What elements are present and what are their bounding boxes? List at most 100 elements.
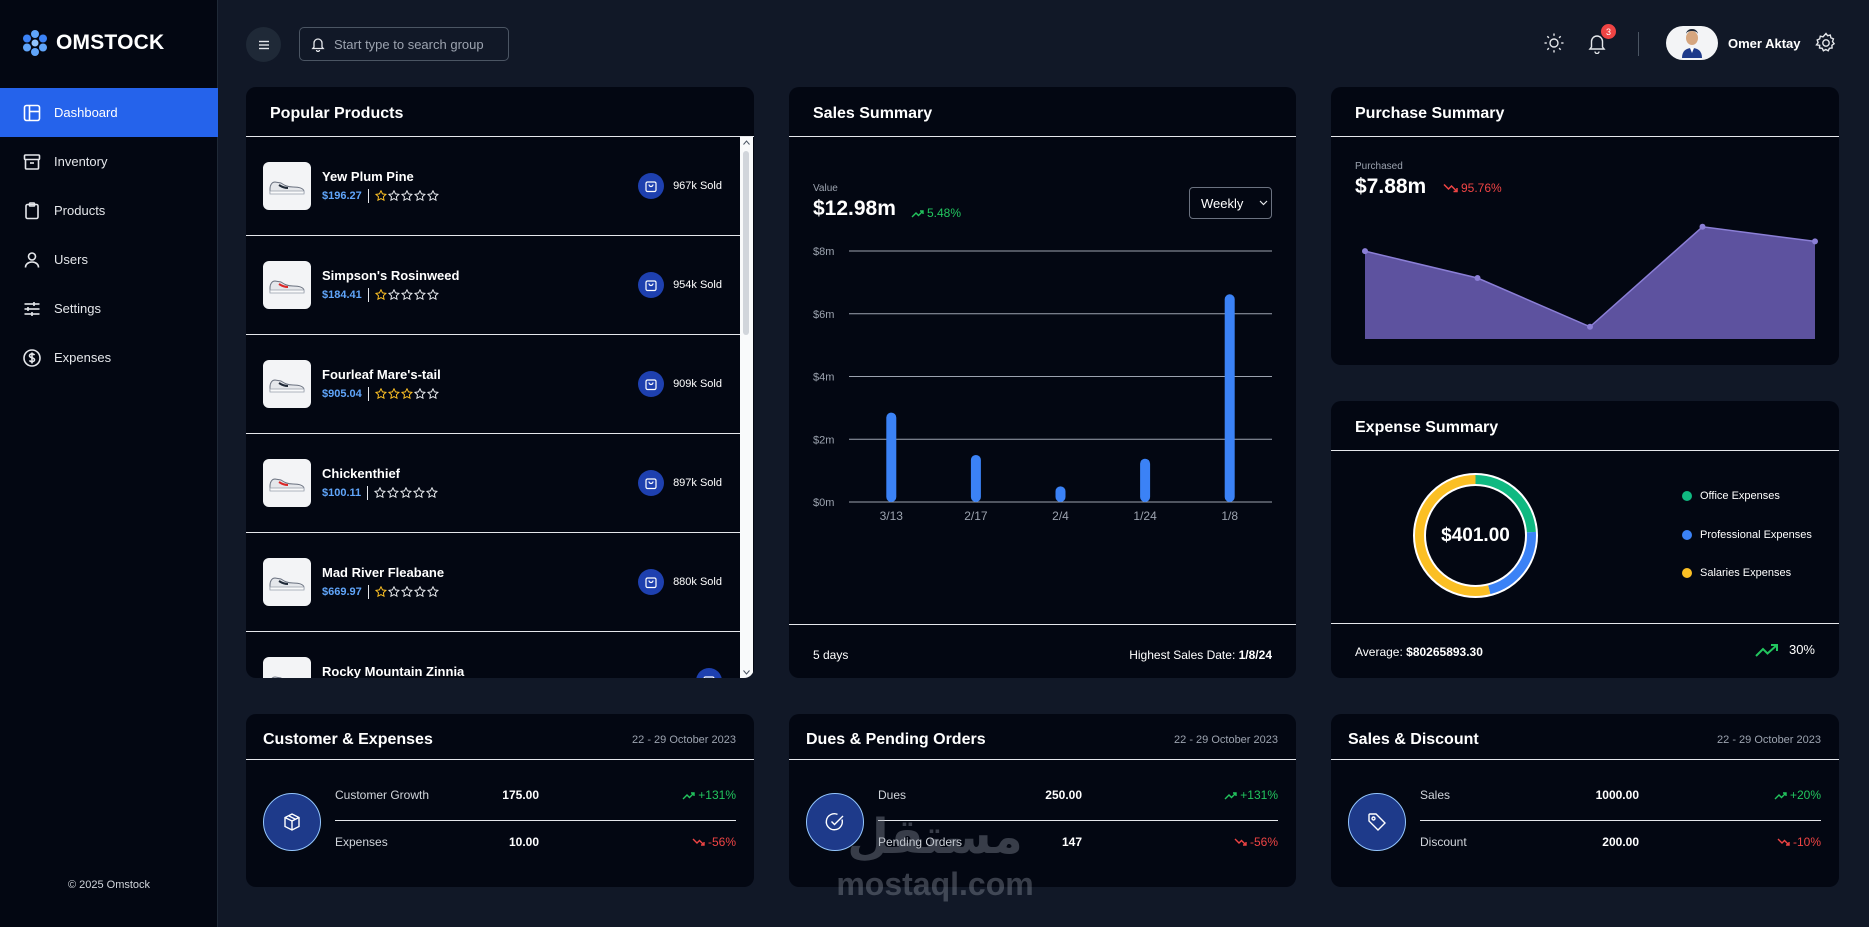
- star-filled-icon: [400, 388, 413, 400]
- stat-icon-badge: [1348, 793, 1406, 851]
- stat-change-value: -10%: [1792, 835, 1821, 849]
- area-point: [1699, 223, 1706, 230]
- product-image: [263, 657, 311, 678]
- product-row[interactable]: Fourleaf Mare's-tail $905.04 909k Sold: [246, 335, 740, 434]
- trend-up-icon: [911, 209, 924, 217]
- star-empty-icon: [400, 586, 413, 598]
- sales-summary-card: Sales Summary Value $12.98m 5.48% Weekly…: [789, 87, 1296, 678]
- menu-toggle-button[interactable]: [246, 27, 281, 62]
- popular-products-title: Popular Products: [270, 105, 404, 122]
- card-divider: [246, 136, 754, 137]
- star-filled-icon: [387, 388, 400, 400]
- product-list[interactable]: Yew Plum Pine $196.27 967k Sold Simpson'…: [246, 137, 740, 678]
- star-empty-icon: [426, 388, 439, 400]
- sidebar-item-products[interactable]: Products: [0, 186, 218, 235]
- search-box[interactable]: [299, 27, 509, 61]
- product-price: $196.27: [322, 190, 362, 202]
- search-input[interactable]: [334, 36, 484, 52]
- legend-label: Salaries Expenses: [1700, 567, 1792, 579]
- stat-change-value: +131%: [1240, 788, 1278, 802]
- theme-toggle-button[interactable]: [1541, 30, 1567, 56]
- product-name[interactable]: Fourleaf Mare's-tail: [322, 367, 441, 382]
- sidebar-item-label: Settings: [54, 301, 101, 316]
- product-row[interactable]: Mad River Fleabane $669.97 880k Sold: [246, 533, 740, 632]
- separator: [367, 387, 369, 401]
- product-name[interactable]: Mad River Fleabane: [322, 565, 445, 580]
- product-image: [263, 360, 311, 408]
- star-empty-icon: [426, 190, 439, 202]
- star-empty-icon: [413, 487, 426, 499]
- settings-button[interactable]: [1813, 30, 1839, 56]
- product-sold: 967k Sold: [638, 173, 722, 199]
- star-empty-icon: [374, 487, 387, 499]
- area-fill: [1365, 226, 1815, 339]
- product-name[interactable]: Rocky Mountain Zinnia: [322, 664, 465, 678]
- product-row[interactable]: Simpson's Rosinweed $184.41 954k Sold: [246, 236, 740, 335]
- logo[interactable]: OMSTOCK: [20, 28, 164, 58]
- product-row[interactable]: Yew Plum Pine $196.27 967k Sold: [246, 137, 740, 236]
- card-divider: [789, 624, 1296, 625]
- stat-card-title: Customer & Expenses: [263, 731, 433, 748]
- sidebar-item-users[interactable]: Users: [0, 235, 218, 284]
- sidebar-item-inventory[interactable]: Inventory: [0, 137, 218, 186]
- sidebar-item-expenses[interactable]: Expenses: [0, 333, 218, 382]
- date-range: 22 - 29 October 2023: [1174, 734, 1278, 746]
- stat-change: +20%: [1774, 788, 1821, 802]
- stat-change-value: -56%: [1249, 835, 1278, 849]
- y-tick-label: $2m: [813, 434, 834, 446]
- x-tick-label: 3/13: [880, 509, 904, 523]
- menu-icon: [258, 40, 269, 49]
- area-point: [1812, 238, 1818, 245]
- sidebar-item-settings[interactable]: Settings: [0, 284, 218, 333]
- bar-2/4: [1055, 486, 1066, 502]
- rating-stars: [374, 289, 439, 301]
- star-filled-icon: [374, 586, 387, 598]
- user-menu[interactable]: Omer Aktay: [1666, 26, 1801, 60]
- scrollbar-thumb[interactable]: [743, 151, 749, 335]
- product-name[interactable]: Simpson's Rosinweed: [322, 268, 460, 283]
- purchase-area-chart: [1362, 223, 1818, 339]
- expense-average: Average: $80265893.30: [1355, 645, 1483, 659]
- trend-down-icon: [1777, 838, 1790, 846]
- separator: [367, 288, 369, 302]
- expense-summary-card: Expense Summary $401.00 Office Expenses …: [1331, 401, 1839, 678]
- sales-change-value: 5.48%: [927, 206, 962, 220]
- row-divider: [1420, 820, 1821, 821]
- card-divider: [789, 759, 1296, 760]
- rating-stars: [374, 190, 439, 202]
- legend-item: Salaries Expenses: [1682, 567, 1791, 579]
- sidebar-item-dashboard[interactable]: Dashboard: [0, 88, 218, 137]
- x-tick-label: 1/8: [1221, 509, 1238, 523]
- separator: [367, 486, 369, 500]
- sales-value-label: Value: [813, 183, 838, 194]
- period-select[interactable]: Weekly: [1189, 187, 1272, 219]
- sliders-icon: [24, 301, 40, 316]
- star-empty-icon: [387, 487, 400, 499]
- product-meta: $196.27: [322, 189, 439, 203]
- shopping-bag-icon: [696, 668, 722, 678]
- y-tick-label: $0m: [813, 497, 834, 509]
- expense-total: $401.00: [1441, 524, 1510, 546]
- scroll-up-icon: [743, 140, 750, 145]
- donut-segment-professional-expenses: [1415, 475, 1536, 596]
- product-list-scrollbar[interactable]: [740, 137, 753, 678]
- stat-label: Sales: [1420, 788, 1451, 802]
- sidebar-nav: Dashboard Inventory Products Users Setti…: [0, 88, 218, 382]
- notifications-button[interactable]: 3: [1584, 24, 1616, 56]
- avatar[interactable]: [1666, 26, 1718, 60]
- product-name[interactable]: Yew Plum Pine: [322, 169, 414, 184]
- card-divider: [789, 136, 1296, 137]
- shopping-bag-icon: [638, 371, 665, 397]
- popular-products-card: Popular Products Yew Plum Pine $196.27 9…: [246, 87, 754, 678]
- expense-trend: 30%: [1755, 642, 1815, 657]
- star-filled-icon: [374, 289, 387, 301]
- stat-value: 200.00: [1602, 835, 1639, 849]
- product-name[interactable]: Chickenthief: [322, 466, 401, 481]
- product-meta: $669.97: [322, 585, 439, 599]
- clipboard-icon: [25, 201, 39, 219]
- product-row[interactable]: Rocky Mountain Zinnia: [246, 632, 740, 678]
- dashboard-icon: [23, 104, 41, 121]
- product-price: $184.41: [322, 289, 362, 301]
- scroll-down-icon: [743, 670, 750, 675]
- product-row[interactable]: Chickenthief $100.11 897k Sold: [246, 434, 740, 533]
